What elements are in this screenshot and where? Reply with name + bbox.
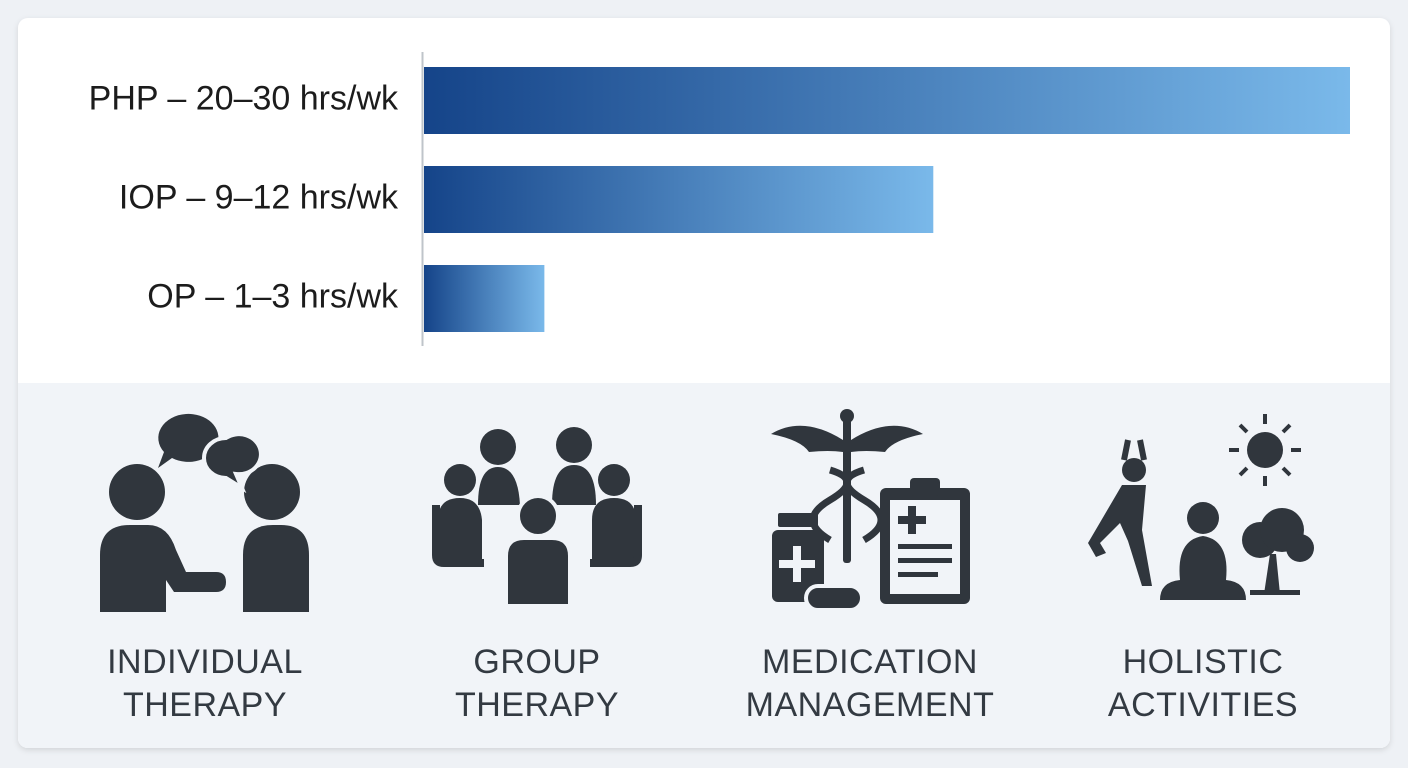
bar <box>424 67 1350 134</box>
service-label: ACTIVITIES <box>1108 686 1298 724</box>
bar-chart: PHP – 20–30 hrs/wk IOP – 9–12 hrs/wk OP – … <box>89 67 1350 332</box>
service-label: THERAPY <box>455 686 619 724</box>
service-label: THERAPY <box>123 686 287 724</box>
service-label: MANAGEMENT <box>746 686 995 724</box>
category-label: PHP – 20–30 hrs/wk <box>89 79 399 117</box>
icon-group <box>432 427 642 608</box>
icon-individual <box>100 413 309 612</box>
category-label: OP – 1–3 hrs/wk <box>147 277 399 315</box>
icon-medication <box>771 409 970 612</box>
service-labels: INDIVIDUAL THERAPY GROUP THERAPY MEDICATION M… <box>107 643 1298 724</box>
services-panel <box>18 383 1390 748</box>
service-label: HOLISTIC <box>1123 643 1284 681</box>
service-label: GROUP <box>473 643 600 681</box>
category-label: IOP – 9–12 hrs/wk <box>119 178 399 216</box>
service-label: MEDICATION <box>762 643 978 681</box>
bar <box>424 166 934 233</box>
icon-holistic <box>1088 414 1314 600</box>
bar <box>424 265 545 332</box>
service-label: INDIVIDUAL <box>107 643 303 681</box>
